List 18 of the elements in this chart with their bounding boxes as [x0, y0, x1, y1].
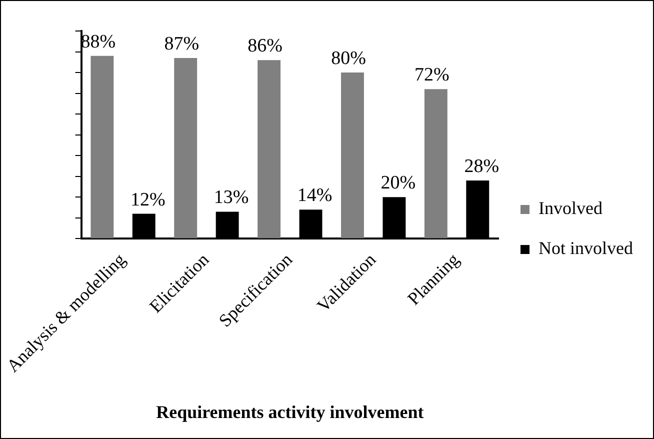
bar	[90, 56, 114, 238]
x-axis-title: Requirements activity involvement	[156, 402, 424, 422]
data-label: 28%	[464, 156, 500, 178]
legend-label: Not involved	[538, 238, 634, 258]
data-label: 20%	[380, 172, 416, 194]
data-label: 80%	[331, 48, 366, 70]
data-label: 13%	[214, 187, 249, 208]
data-label: 72%	[414, 64, 450, 86]
bar	[341, 72, 364, 238]
data-label: 87%	[164, 33, 200, 54]
data-label: 86%	[248, 36, 283, 57]
data-label: 14%	[297, 185, 332, 206]
data-label: 12%	[130, 189, 166, 210]
bar	[424, 89, 448, 238]
data-label: 88%	[80, 31, 116, 52]
legend-label: Involved	[538, 198, 602, 218]
bar	[258, 60, 281, 238]
bar	[174, 58, 198, 238]
